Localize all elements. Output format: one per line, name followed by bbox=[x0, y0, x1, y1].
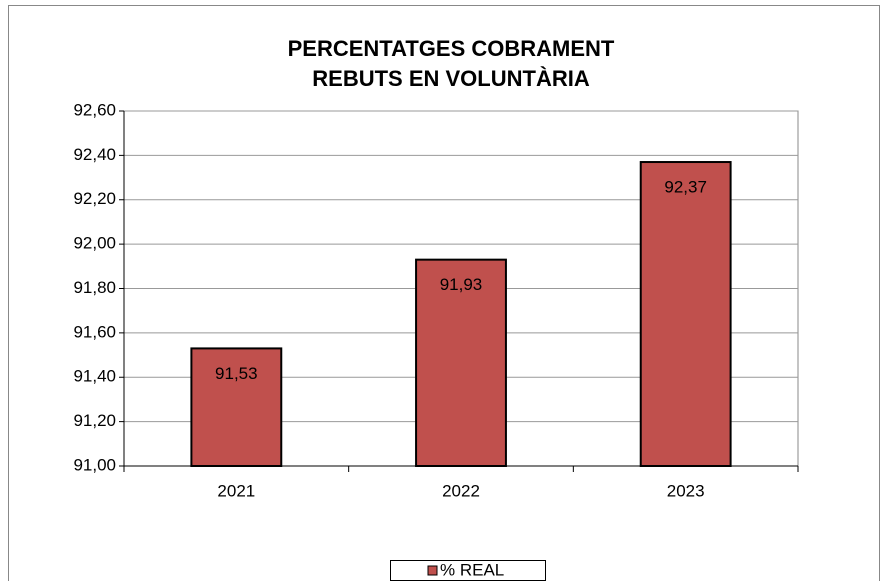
y-tick-label: 92,20 bbox=[73, 189, 116, 208]
x-tick-label: 2021 bbox=[217, 481, 255, 500]
chart-title: PERCENTATGES COBRAMENT bbox=[288, 36, 615, 61]
chart-title: REBUTS EN VOLUNTÀRIA bbox=[312, 66, 590, 91]
bar bbox=[639, 161, 732, 467]
y-tick-label: 91,80 bbox=[73, 278, 116, 297]
data-label: 92,37 bbox=[664, 178, 707, 197]
bar bbox=[415, 258, 507, 467]
data-label: 91,53 bbox=[215, 364, 258, 383]
y-tick-label: 91,20 bbox=[73, 411, 116, 430]
y-tick-label: 91,60 bbox=[73, 322, 116, 341]
y-tick-label: 91,40 bbox=[73, 367, 116, 386]
legend-swatch bbox=[427, 565, 438, 576]
legend-label: % REAL bbox=[440, 560, 504, 579]
bar bbox=[190, 347, 283, 467]
x-tick-label: 2023 bbox=[667, 481, 705, 500]
y-tick-label: 92,60 bbox=[73, 100, 116, 119]
y-tick-label: 92,40 bbox=[73, 145, 116, 164]
data-label: 91,93 bbox=[440, 275, 483, 294]
y-tick-label: 91,00 bbox=[73, 455, 116, 474]
y-tick-label: 92,00 bbox=[73, 234, 116, 253]
x-tick-label: 2022 bbox=[442, 481, 480, 500]
